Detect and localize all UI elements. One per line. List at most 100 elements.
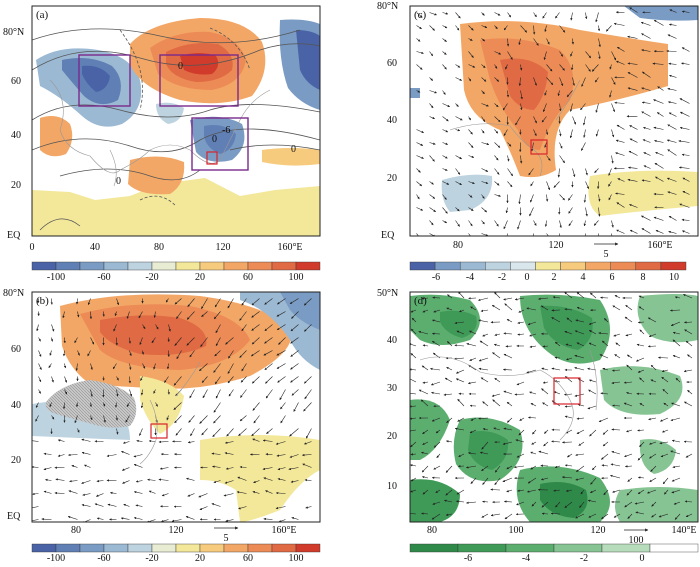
- wind-vector: [626, 334, 632, 336]
- wind-vector: [672, 478, 680, 481]
- wind-vector: [507, 319, 512, 322]
- wind-vector: [518, 334, 524, 335]
- wind-vector: [669, 231, 677, 233]
- wind-vector: [188, 494, 195, 497]
- wind-vector: [437, 454, 440, 458]
- wind-vector: [422, 366, 428, 370]
- wind-vector: [567, 454, 572, 457]
- wind-vector: [492, 394, 500, 396]
- wind-vector: [681, 63, 689, 64]
- wind-vector: [277, 364, 286, 369]
- wind-vector: [303, 403, 311, 412]
- y-tick: 40: [387, 115, 397, 126]
- wind-vector: [478, 298, 488, 300]
- wind-vector: [687, 390, 692, 394]
- colorbar-segment: [561, 262, 586, 270]
- wind-vector: [596, 130, 598, 137]
- wind-vector: [289, 429, 298, 437]
- colorbar-segment: [485, 262, 510, 270]
- wind-vector: [495, 130, 498, 134]
- wind-vector: [637, 344, 644, 346]
- wind-vector: [654, 141, 663, 143]
- wind-vector: [72, 465, 78, 467]
- wind-vector: [630, 125, 638, 129]
- colorbar-segment: [248, 544, 272, 552]
- wind-vector: [253, 403, 260, 411]
- wind-vector: [508, 169, 513, 176]
- colorbar-segment: [410, 262, 435, 270]
- wind-vector: [480, 341, 488, 346]
- wind-vector: [56, 479, 65, 480]
- wind-vector: [569, 221, 573, 226]
- wind-vector: [240, 416, 246, 421]
- y-tick: 20: [11, 180, 21, 191]
- panel-c-colorbar: [410, 262, 686, 270]
- wind-vector: [64, 351, 65, 357]
- wind-vector: [69, 481, 77, 482]
- wind-vector: [602, 465, 608, 466]
- wind-vector: [584, 130, 586, 138]
- wind-vector: [186, 478, 194, 480]
- wind-vector: [650, 478, 656, 482]
- colorbar-tick: -100: [47, 272, 65, 283]
- vector-ref-label: 5: [604, 249, 609, 260]
- wind-vector: [505, 514, 512, 519]
- wind-vector: [568, 195, 572, 201]
- wind-vector: [668, 102, 676, 104]
- wind-vector: [139, 429, 142, 436]
- wind-vector: [649, 418, 656, 420]
- colorbar-tick: 4: [581, 272, 586, 283]
- wind-vector: [410, 465, 416, 466]
- colorbar-tick: 60: [243, 272, 253, 283]
- colorbar-segment: [128, 544, 152, 552]
- wind-vector: [82, 520, 91, 524]
- colorbar-segment: [152, 262, 176, 270]
- wind-vector: [443, 104, 450, 107]
- wind-vector: [520, 418, 524, 421]
- wind-vector: [641, 22, 650, 25]
- panel-d-yticks: 50°N 40 30 20 10: [377, 288, 398, 492]
- wind-vector: [458, 292, 464, 298]
- wind-vector: [586, 208, 588, 217]
- panel-c-label: (c): [414, 9, 427, 21]
- panel-a-shading: [32, 18, 320, 236]
- wind-vector: [411, 353, 416, 358]
- wind-vector: [630, 230, 637, 233]
- wind-vector: [134, 464, 142, 467]
- wind-vector: [596, 13, 599, 23]
- colorbar-segment: [32, 544, 56, 552]
- wind-vector: [431, 382, 440, 385]
- panel-a-colorbar-ticks: -100 -60 -20 20 60 100: [47, 272, 304, 283]
- wind-vector: [252, 377, 259, 384]
- colorbar-segment: [56, 544, 80, 552]
- wind-vector: [625, 466, 632, 467]
- wind-vector: [443, 156, 448, 159]
- y-tick: 80°N: [377, 1, 398, 12]
- wind-vector: [95, 504, 104, 507]
- wind-vector: [446, 367, 452, 370]
- wind-vector: [504, 501, 512, 502]
- wind-vector: [423, 345, 428, 346]
- wind-vector: [49, 364, 52, 368]
- colorbar-tick: -2: [498, 272, 506, 283]
- wind-vector: [479, 320, 488, 322]
- wind-vector: [642, 112, 651, 117]
- colorbar-tick: 20: [195, 553, 205, 562]
- wind-vector: [669, 64, 677, 65]
- colorbar-segment: [200, 262, 224, 270]
- wind-vector: [614, 334, 620, 336]
- wind-vector: [456, 13, 461, 19]
- colorbar-tick: -100: [47, 553, 65, 562]
- wind-vector: [443, 169, 448, 171]
- wind-vector: [667, 51, 677, 52]
- panel-a-yticks: 80°N 60 40 20 EQ: [3, 27, 24, 241]
- panel-c-xticks: 80 120 160°E: [453, 240, 673, 251]
- wind-vector: [213, 416, 220, 424]
- wind-vector: [504, 333, 512, 334]
- wind-vector: [554, 392, 560, 394]
- wind-vector: [684, 370, 692, 371]
- wind-vector: [636, 358, 644, 361]
- wind-vector: [669, 216, 676, 220]
- wind-vector: [643, 127, 650, 129]
